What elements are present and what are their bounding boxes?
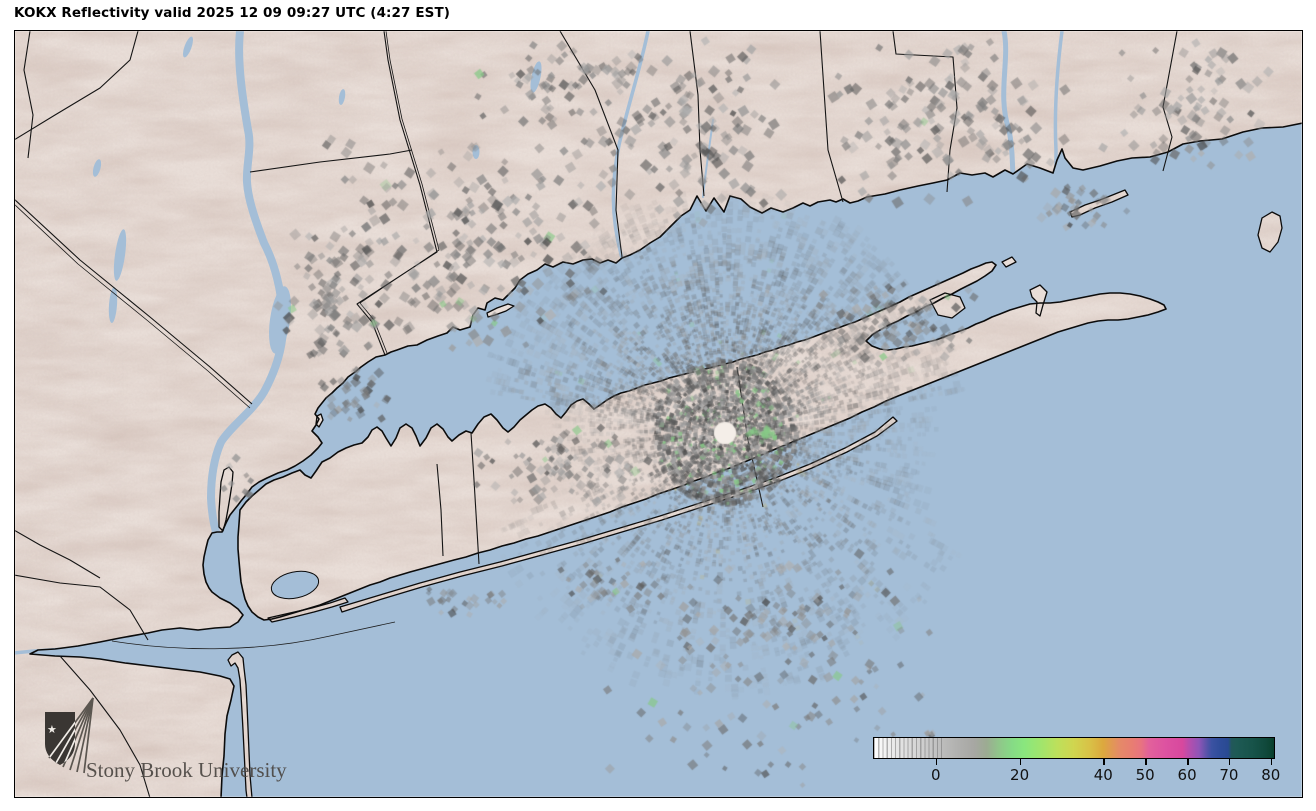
- colorbar-tick: [1270, 759, 1273, 765]
- colorbar-tick: [1228, 759, 1231, 765]
- colorbar-gradient: [873, 737, 1275, 759]
- colorbar-tick-label: 80: [1261, 766, 1281, 784]
- colorbar-tick-label: 40: [1093, 766, 1113, 784]
- logo-star-icon: ★: [47, 723, 57, 736]
- colorbar-tick: [935, 759, 938, 765]
- colorbar-tick: [1103, 759, 1105, 765]
- colorbar-tick-label: 20: [1010, 766, 1030, 784]
- attribution-text: Stony Brook University School of Marine …: [86, 712, 287, 811]
- sbu-logo: ★: [39, 696, 103, 784]
- colorbar-tick-label: 50: [1135, 766, 1155, 784]
- colorbar-tick-label: 70: [1219, 766, 1239, 784]
- colorbar-tick-label: 60: [1177, 766, 1197, 784]
- sbu-shield-icon: ★: [45, 697, 94, 774]
- reflectivity-colorbar: 0 20 40 50 60 70 80: [873, 737, 1280, 797]
- colorbar-tick: [1145, 759, 1147, 765]
- attribution-line1: Stony Brook University: [86, 758, 287, 782]
- logo-shield: [45, 712, 75, 765]
- colorbar-tick-label: 0: [931, 766, 941, 784]
- colorbar-tick: [1019, 759, 1022, 765]
- colorbar-tick: [1187, 759, 1189, 765]
